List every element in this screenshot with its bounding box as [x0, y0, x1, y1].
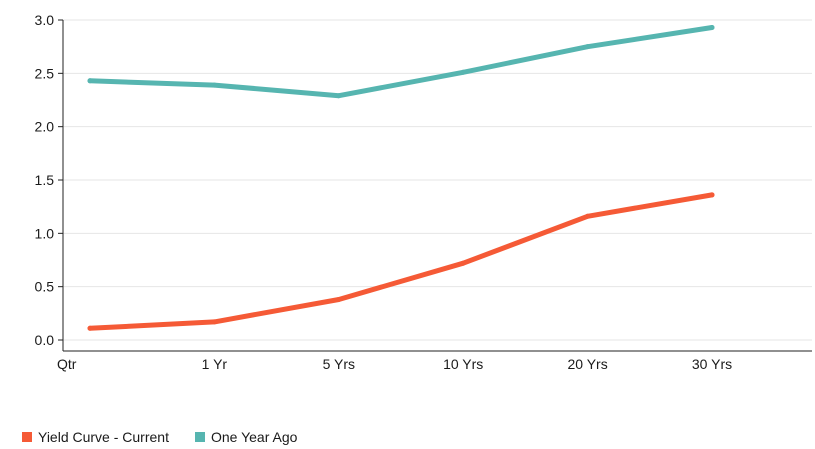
axes: [62, 20, 812, 352]
data-point[interactable]: [460, 69, 466, 75]
data-point[interactable]: [709, 24, 715, 30]
x-tick-label: 10 Yrs: [443, 356, 483, 372]
legend-item-year-ago[interactable]: One Year Ago: [194, 429, 298, 445]
legend-swatch-year-ago: [194, 432, 205, 442]
y-tick-label: 2.5: [35, 65, 55, 81]
data-point[interactable]: [211, 319, 217, 325]
series-lines: [87, 24, 715, 331]
y-tick-labels: 0.0 0.5 1.0 1.5 2.0 2.5 3.0: [35, 12, 63, 348]
x-tick-label: 30 Yrs: [692, 356, 732, 372]
data-point[interactable]: [211, 82, 217, 88]
x-tick-label: Qtr: [57, 356, 77, 372]
legend: Yield Curve - Current One Year Ago: [22, 429, 323, 445]
y-tick-label: 1.5: [35, 172, 55, 188]
data-point[interactable]: [585, 44, 591, 50]
data-point[interactable]: [336, 296, 342, 302]
y-tick-label: 0.0: [35, 332, 55, 348]
legend-swatch-current: [22, 432, 32, 442]
data-point[interactable]: [336, 93, 342, 99]
legend-item-current[interactable]: Yield Curve - Current: [22, 429, 169, 445]
data-point[interactable]: [87, 78, 93, 84]
x-tick-label: 1 Yr: [202, 356, 228, 372]
x-tick-label: 5 Yrs: [323, 356, 355, 372]
data-point[interactable]: [87, 325, 93, 331]
y-tick-label: 3.0: [35, 12, 55, 28]
y-tick-label: 2.0: [35, 119, 55, 135]
x-tick-label: 20 Yrs: [567, 356, 607, 372]
series-line-1[interactable]: [87, 25, 715, 99]
data-point[interactable]: [709, 192, 715, 198]
y-tick-label: 1.0: [35, 225, 55, 241]
data-point[interactable]: [585, 213, 591, 219]
gridlines: [63, 19, 812, 341]
legend-label-current: Yield Curve - Current: [38, 429, 169, 445]
data-point[interactable]: [460, 260, 466, 266]
series-line-0[interactable]: [87, 192, 715, 331]
y-tick-label: 0.5: [35, 279, 55, 295]
x-tick-labels: Qtr 1 Yr 5 Yrs 10 Yrs 20 Yrs 30 Yrs: [57, 356, 732, 372]
legend-label-year-ago: One Year Ago: [210, 429, 298, 445]
